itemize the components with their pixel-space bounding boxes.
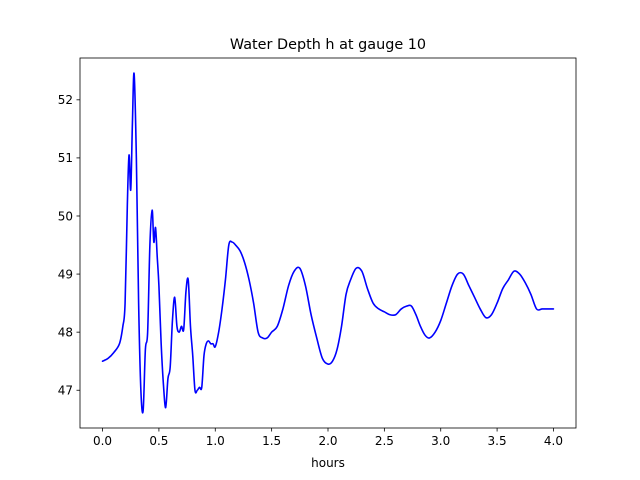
x-tick-label: 1.5 (262, 434, 281, 448)
y-tick-label: 49 (58, 267, 73, 281)
axes-frame (79, 57, 577, 429)
series-layer (101, 72, 555, 414)
x-tick-label: 3.5 (488, 434, 507, 448)
y-tick-label: 48 (58, 325, 73, 339)
y-tick-label: 51 (58, 151, 73, 165)
x-tick-label: 0.5 (149, 434, 168, 448)
x-tick-label: 4.0 (544, 434, 563, 448)
x-axis-ticks: 0.0 0.5 1.0 1.5 2.0 2.5 3.0 3.5 4.0 (93, 428, 563, 448)
y-axis-ticks: 47 48 49 50 51 52 (58, 93, 80, 398)
chart-title: Water Depth h at gauge 10 (230, 37, 426, 53)
y-tick-label: 52 (58, 93, 73, 107)
x-tick-label: 1.0 (206, 434, 225, 448)
y-tick-label: 47 (58, 384, 73, 398)
x-tick-label: 2.0 (318, 434, 337, 448)
x-tick-label: 0.0 (93, 434, 112, 448)
y-tick-label: 50 (58, 209, 73, 223)
x-axis-label: hours (311, 456, 345, 470)
x-tick-label: 3.0 (431, 434, 450, 448)
series-line (101, 72, 555, 414)
x-tick-label: 2.5 (375, 434, 394, 448)
